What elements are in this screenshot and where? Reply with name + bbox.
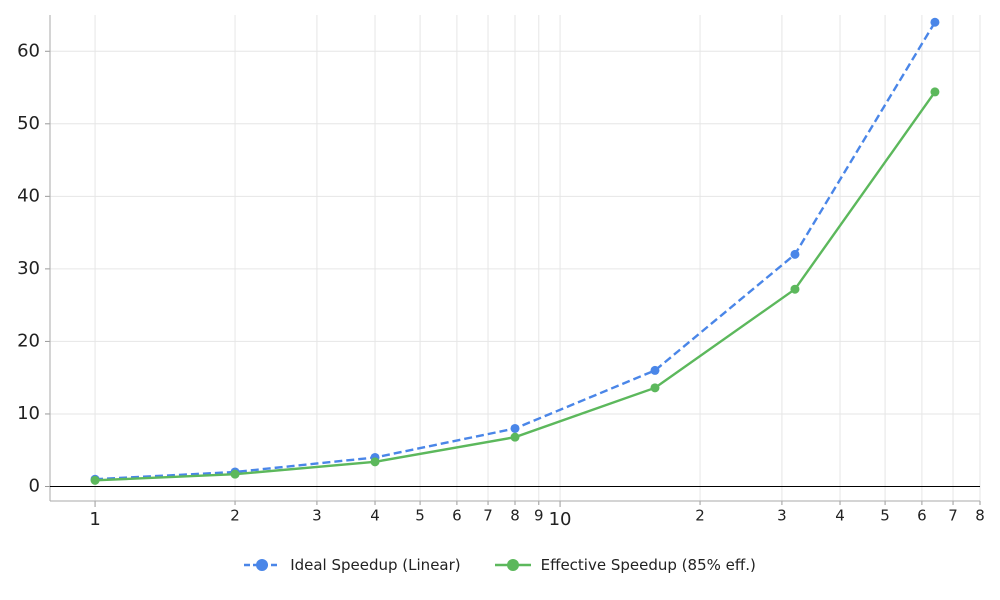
point [930,87,940,97]
x-tick-label: 8 [975,507,985,525]
legend-item: Ideal Speedup (Linear) [244,556,461,574]
legend-item: Effective Speedup (85% eff.) [494,556,756,574]
x-tick-label: 1 [89,509,100,530]
y-tick-label: 10 [17,403,40,424]
legend-label: Effective Speedup (85% eff.) [540,556,756,574]
y-tick-label: 50 [17,113,40,134]
x-tick-label: 6 [917,507,927,525]
point [230,469,240,479]
point [510,432,520,442]
x-tick-label: 5 [880,507,890,525]
x-tick-label: 6 [452,507,462,525]
y-tick-label: 60 [17,40,40,61]
x-tick-label: 4 [835,507,845,525]
x-tick-label: 10 [549,509,572,530]
y-tick-label: 20 [17,330,40,351]
legend: Ideal Speedup (Linear) Effective Speedup … [0,556,1000,574]
point [790,249,800,259]
legend-swatch [494,559,531,571]
x-tick-label: 8 [510,507,520,525]
x-tick-label: 3 [777,507,787,525]
point [650,365,660,375]
x-tick-label: 3 [312,507,322,525]
x-tick-label: 4 [370,507,380,525]
x-tick-label: 5 [415,507,425,525]
x-tick-label: 2 [230,507,240,525]
point [930,17,940,27]
legend-label: Ideal Speedup (Linear) [290,556,461,574]
legend-swatch [244,559,281,571]
point [790,284,800,294]
point [510,423,520,433]
x-tick-label: 7 [483,507,493,525]
x-tick-label: 7 [948,507,958,525]
point [90,475,100,485]
point [650,383,660,393]
y-tick-label: 30 [17,258,40,279]
point [370,457,380,467]
x-tick-label: 9 [534,507,544,525]
x-tick-label: 2 [695,507,705,525]
y-tick-label: 0 [29,475,40,496]
y-tick-label: 40 [17,185,40,206]
